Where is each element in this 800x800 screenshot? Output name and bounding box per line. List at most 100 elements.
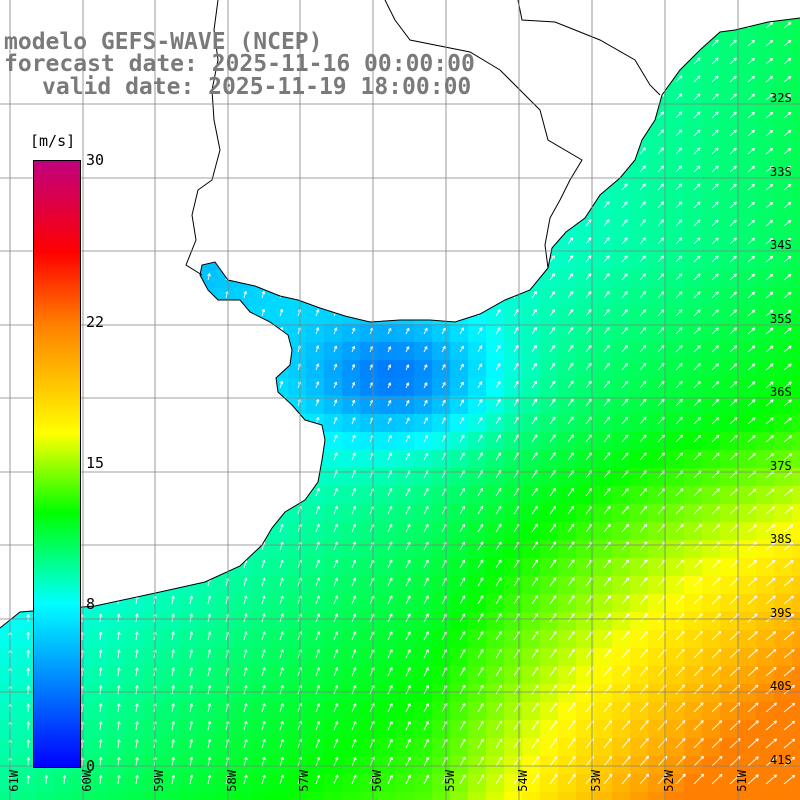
wind-cell xyxy=(756,414,775,433)
wind-arrow xyxy=(387,417,392,425)
wind-arrow xyxy=(765,399,774,407)
wind-cell xyxy=(774,252,793,271)
wind-cell xyxy=(720,378,739,397)
wind-cell xyxy=(684,180,703,199)
wind-arrow xyxy=(405,400,410,407)
wind-cell xyxy=(702,234,721,253)
wind-cell xyxy=(468,468,487,487)
wind-arrow xyxy=(783,363,792,371)
wind-arrow xyxy=(783,57,792,65)
wind-cell xyxy=(18,648,37,667)
wind-arrow xyxy=(711,183,719,191)
wind-cell xyxy=(414,576,433,595)
wind-cell xyxy=(306,612,325,631)
wind-cell xyxy=(738,216,757,235)
wind-cell xyxy=(342,378,361,397)
wind-cell xyxy=(216,792,235,800)
wind-arrow xyxy=(711,147,719,155)
wind-arrow xyxy=(729,399,738,407)
wind-arrow xyxy=(603,326,610,335)
wind-cell xyxy=(720,648,739,667)
wind-arrow xyxy=(603,380,610,389)
wind-cell xyxy=(702,450,721,469)
wind-cell xyxy=(486,522,505,541)
wind-cell xyxy=(702,90,721,109)
wind-cell xyxy=(144,702,163,721)
wind-cell xyxy=(468,342,487,361)
longitude-label: 59W xyxy=(152,769,166,791)
wind-cell xyxy=(720,270,739,289)
wind-cell xyxy=(738,288,757,307)
wind-cell xyxy=(756,252,775,271)
wind-cell xyxy=(756,684,775,703)
wind-cell xyxy=(522,486,541,505)
wind-cell xyxy=(666,378,685,397)
wind-cell xyxy=(792,198,800,217)
wind-arrow xyxy=(585,273,592,281)
wind-arrow xyxy=(585,398,592,407)
wind-cell xyxy=(468,540,487,559)
wind-cell xyxy=(594,792,613,800)
wind-cell xyxy=(396,432,415,451)
wind-cell xyxy=(450,594,469,613)
wind-cell xyxy=(792,342,800,361)
wind-cell xyxy=(414,684,433,703)
wind-cell xyxy=(306,648,325,667)
wind-arrow xyxy=(657,398,665,407)
wind-arrow xyxy=(585,237,592,245)
wind-cell xyxy=(198,648,217,667)
wind-cell xyxy=(306,540,325,559)
wind-arrow xyxy=(423,327,428,335)
wind-cell xyxy=(666,306,685,325)
wind-cell xyxy=(540,792,559,800)
wind-cell xyxy=(774,792,793,800)
wind-cell xyxy=(774,522,793,541)
wind-arrow xyxy=(729,165,737,173)
wind-arrow xyxy=(675,255,683,263)
wind-cell xyxy=(486,378,505,397)
wind-cell xyxy=(630,414,649,433)
wind-cell xyxy=(414,396,433,415)
wind-cell xyxy=(630,234,649,253)
wind-cell xyxy=(360,594,379,613)
wind-cell xyxy=(630,378,649,397)
wind-cell xyxy=(486,504,505,523)
wind-cell xyxy=(162,720,181,739)
latitude-label: 38S xyxy=(770,532,792,546)
wind-arrow xyxy=(621,380,629,389)
wind-cell xyxy=(684,378,703,397)
wind-cell xyxy=(630,522,649,541)
wind-cell xyxy=(684,522,703,541)
wind-arrow xyxy=(549,255,556,263)
wind-cell xyxy=(306,738,325,757)
wind-cell xyxy=(324,594,343,613)
latitude-label: 39S xyxy=(770,606,792,620)
wind-arrow xyxy=(711,255,719,263)
wind-cell xyxy=(288,774,307,793)
wind-cell xyxy=(306,324,325,343)
wind-cell xyxy=(270,774,289,793)
wind-arrow xyxy=(639,434,647,443)
wind-arrow xyxy=(747,399,756,407)
wind-cell xyxy=(648,666,667,685)
wind-cell xyxy=(252,738,271,757)
wind-arrow xyxy=(513,362,519,371)
wind-cell xyxy=(720,792,739,800)
wind-cell xyxy=(486,486,505,505)
wind-cell xyxy=(594,414,613,433)
wind-arrow xyxy=(639,291,647,299)
wind-cell xyxy=(756,450,775,469)
wind-arrow xyxy=(603,416,611,425)
wind-cell xyxy=(792,216,800,235)
wind-cell xyxy=(774,666,793,685)
wind-cell xyxy=(702,414,721,433)
wind-cell xyxy=(108,720,127,739)
wind-cell xyxy=(792,702,800,721)
wind-cell xyxy=(576,792,595,800)
wind-cell xyxy=(216,738,235,757)
wind-cell xyxy=(666,450,685,469)
wind-cell xyxy=(648,630,667,649)
wind-arrow xyxy=(711,381,720,389)
wind-cell xyxy=(288,792,307,800)
